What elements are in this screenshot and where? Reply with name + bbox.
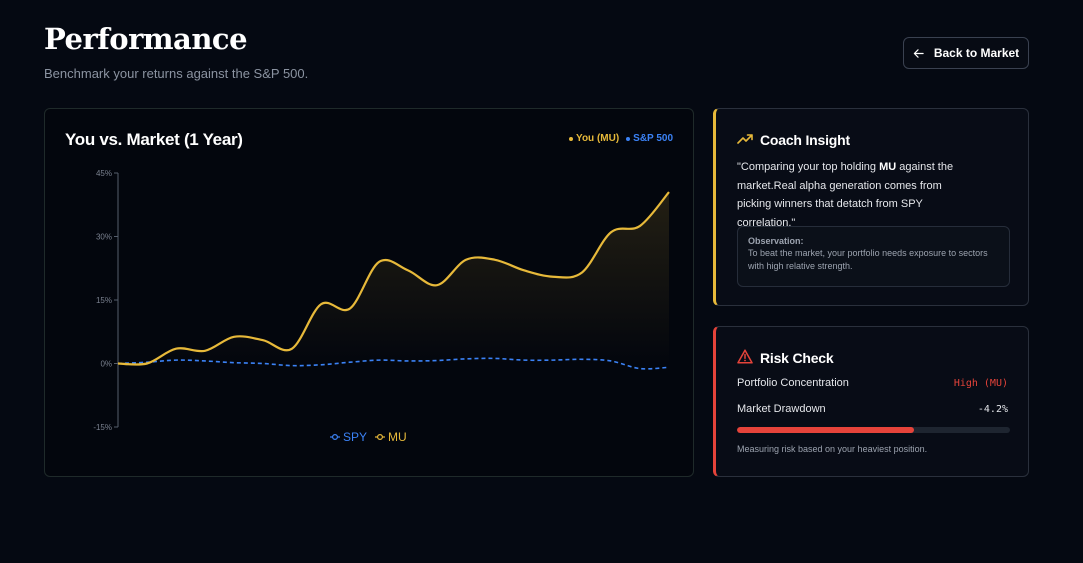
- concentration-value: High (MU): [953, 377, 1008, 389]
- legend-label-sp500: S&P 500: [633, 133, 673, 144]
- y-tick-label: 15%: [96, 296, 112, 305]
- back-to-market-label: Back to Market: [933, 46, 1020, 60]
- legend-item-you: You (MU): [569, 133, 619, 144]
- risk-bar-fill: [737, 427, 915, 433]
- coach-quote-start: "Comparing your top holding: [737, 161, 880, 173]
- legend-label-mu: MU: [388, 430, 407, 444]
- observation-label: Observation:: [748, 236, 804, 246]
- coach-insight-header: Coach Insight: [737, 132, 850, 148]
- performance-chart-card: -15% 0% 15% 30% 45% SPY MU You vs. Market (1 Y…: [44, 108, 694, 477]
- performance-chart: -15% 0% 15% 30% 45% SPY MU: [93, 169, 670, 444]
- chart-legend-bottom: SPY MU: [330, 430, 407, 444]
- trending-up-icon: [737, 132, 753, 148]
- coach-quote-end: against the market.Real alpha generation…: [737, 161, 954, 229]
- y-tick-label: 0%: [100, 360, 112, 369]
- back-to-market-button[interactable]: Back to Market: [903, 37, 1029, 69]
- coach-quote-ticker: MU: [879, 161, 897, 173]
- risk-check-card: Risk Check Portfolio Concentration High …: [713, 326, 1029, 477]
- legend-dot-you: [569, 136, 574, 141]
- legend-label-you: You (MU): [576, 133, 620, 144]
- drawdown-label: Market Drawdown: [737, 403, 826, 415]
- legend-swatch-marker: [377, 434, 384, 441]
- y-tick-label: 30%: [96, 233, 112, 242]
- coach-insight-card: Coach Insight "Comparing your top holdin…: [713, 108, 1029, 306]
- coach-quote: "Comparing your top holding MU against t…: [737, 158, 969, 232]
- coach-insight-title: Coach Insight: [760, 132, 850, 148]
- concentration-label: Portfolio Concentration: [737, 377, 849, 389]
- legend-label-spy: SPY: [343, 430, 367, 444]
- legend-dot-sp500: [626, 136, 631, 141]
- risk-note: Measuring risk based on your heaviest po…: [737, 444, 928, 454]
- risk-bar-track: [737, 427, 1010, 433]
- risk-check-header: Risk Check: [737, 349, 834, 367]
- legend-item-sp500: S&P 500: [626, 133, 673, 144]
- mu-line: [117, 191, 670, 366]
- drawdown-row: Market Drawdown -4.2%: [737, 403, 1008, 415]
- spy-line: [117, 357, 670, 370]
- page-subtitle: Benchmark your returns against the S&P 5…: [44, 66, 309, 81]
- page-title: Performance: [44, 22, 248, 56]
- legend-swatch-marker: [332, 434, 339, 441]
- chart-legend-top: You (MU) S&P 500: [569, 133, 673, 144]
- mu-area: [118, 192, 669, 365]
- drawdown-value: -4.2%: [977, 403, 1008, 415]
- arrow-left-icon: [913, 48, 924, 59]
- chart-title: You vs. Market (1 Year): [65, 130, 243, 149]
- observation-box: Observation: To beat the market, your po…: [737, 226, 1010, 287]
- risk-check-title: Risk Check: [760, 350, 834, 366]
- y-tick-label: 45%: [96, 169, 112, 178]
- y-tick-label: -15%: [93, 423, 112, 432]
- warning-icon: [737, 349, 753, 367]
- concentration-row: Portfolio Concentration High (MU): [737, 377, 1008, 389]
- observation-text: To beat the market, your portfolio needs…: [748, 248, 988, 271]
